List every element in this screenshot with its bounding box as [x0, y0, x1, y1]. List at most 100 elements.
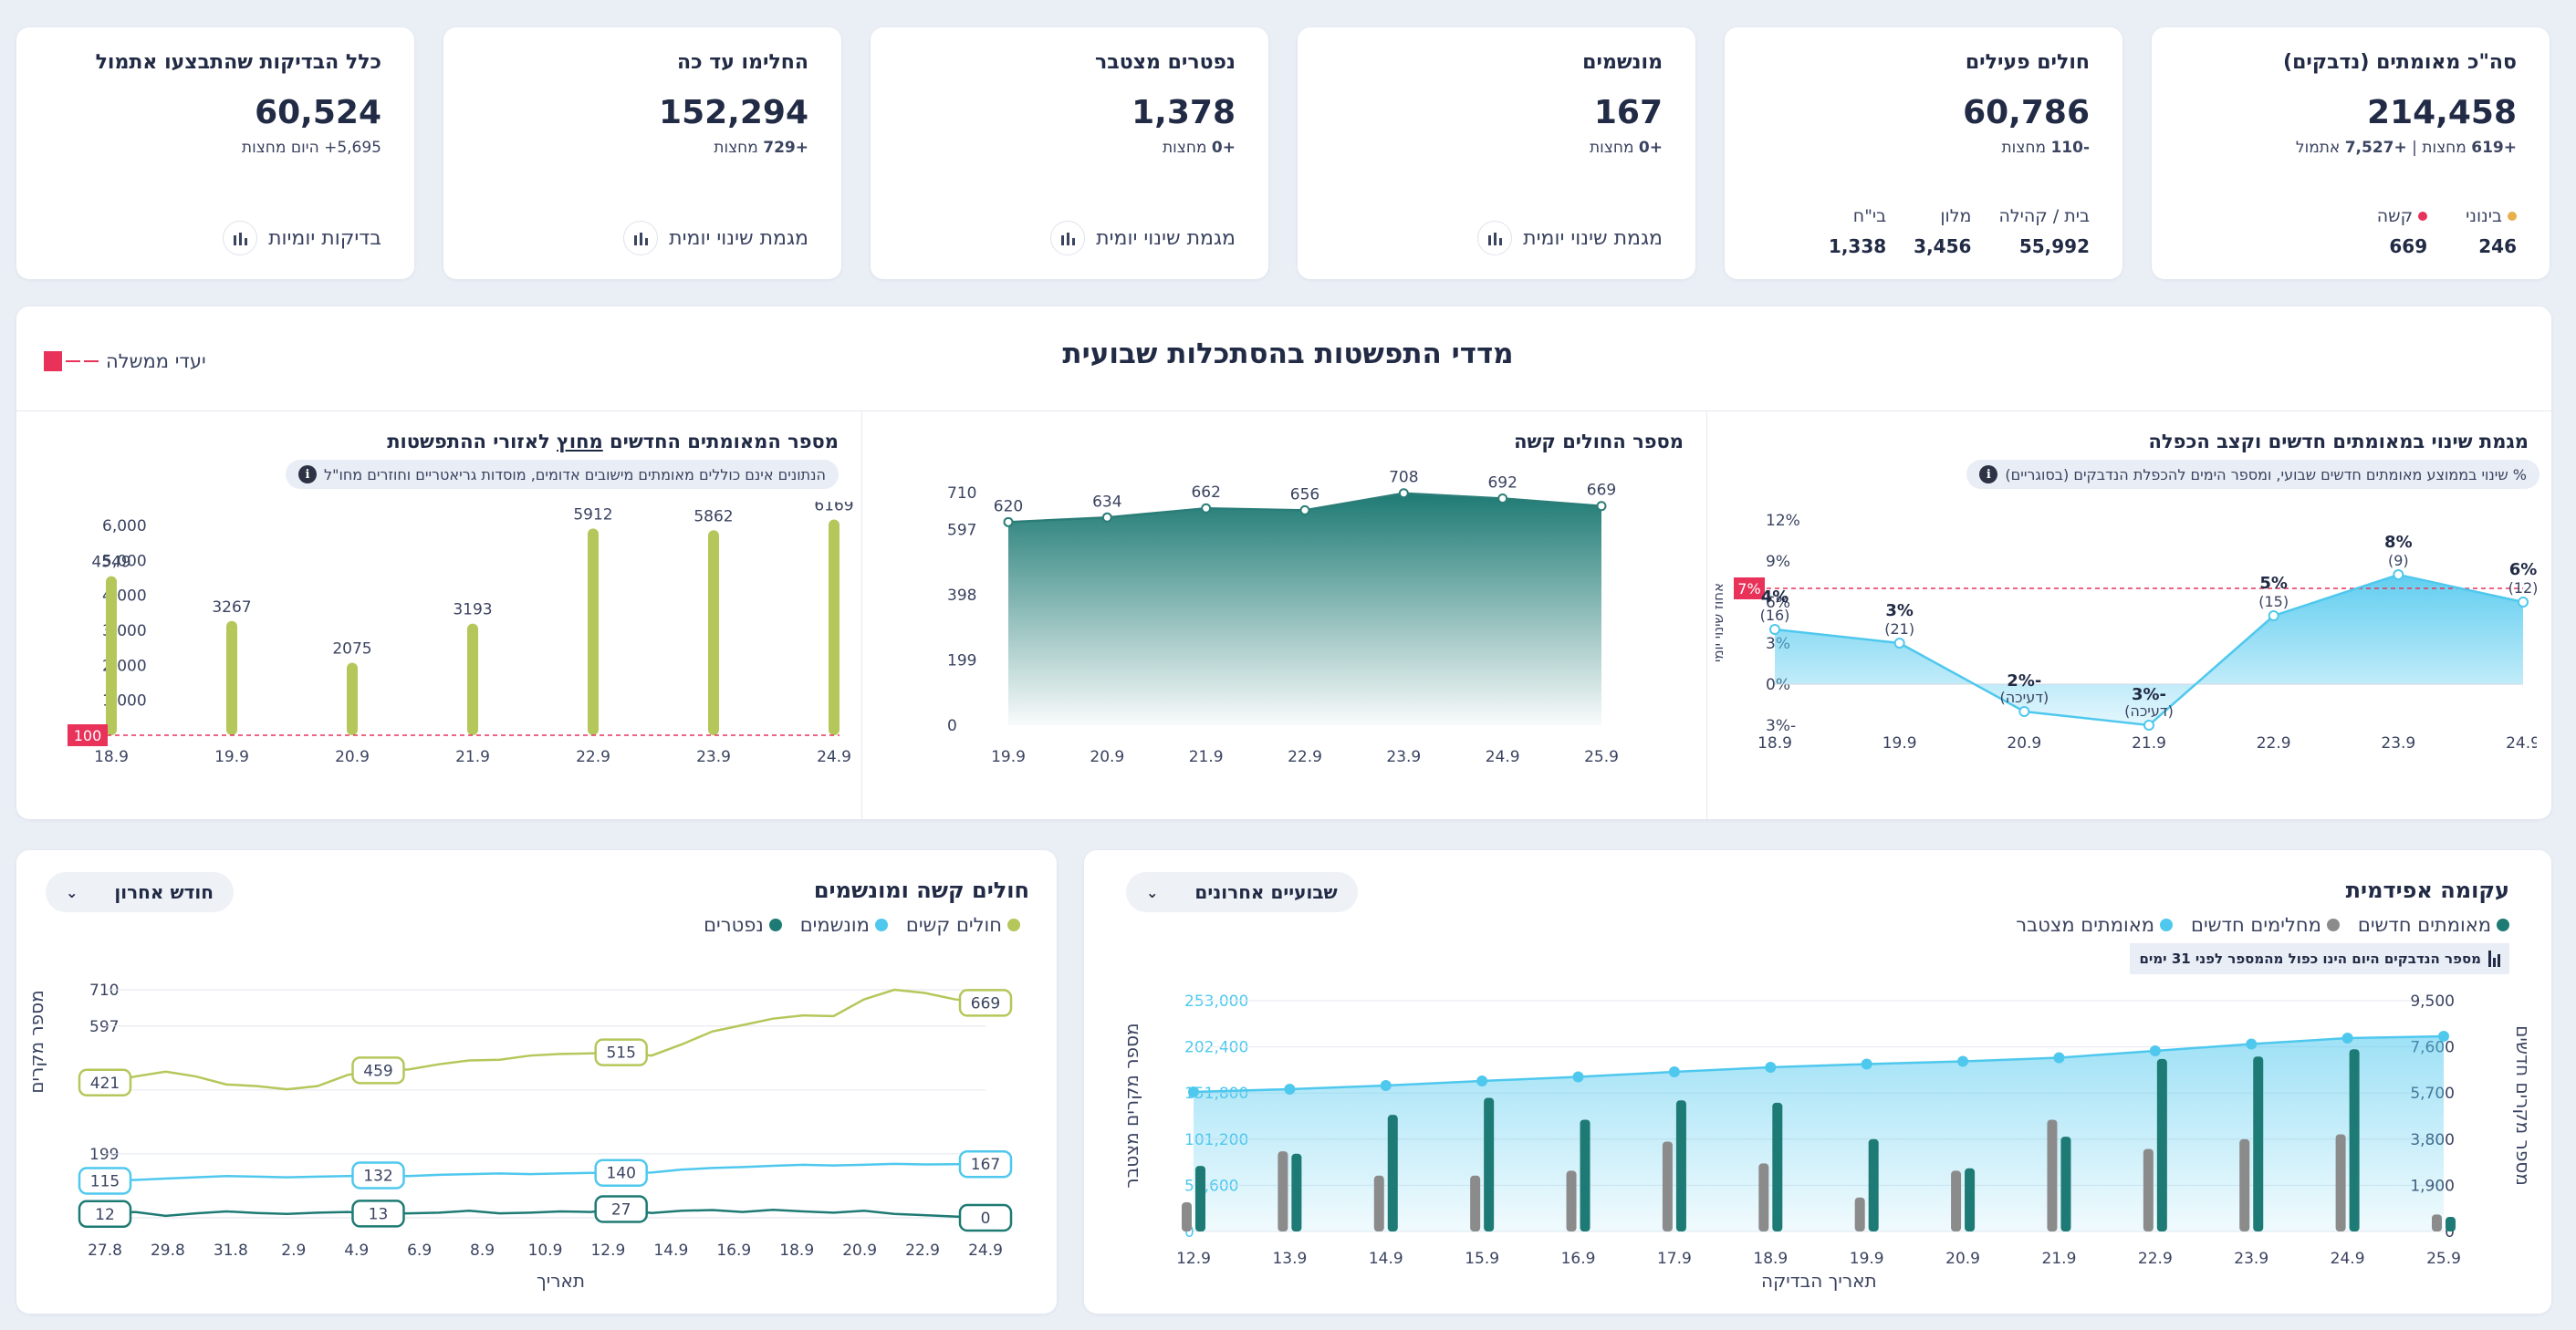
kpi-recovered: החלימו עד כה 152,294 +729 מחצות מגמת שינ…	[443, 27, 841, 279]
daily-trend-button[interactable]: מגמת שינוי יומית	[1477, 221, 1663, 255]
kpi-sub: +0 מחצות	[1162, 139, 1236, 157]
legend-item[interactable]: מונשמים	[800, 914, 888, 936]
x-tick-label: 4.9	[344, 1242, 369, 1260]
bar	[226, 620, 237, 735]
recovered-bar	[2432, 1214, 2442, 1231]
data-point	[2438, 1031, 2449, 1042]
x-tick-label: 18.9	[779, 1242, 814, 1260]
data-point	[1398, 488, 1409, 499]
value-badge	[958, 1149, 1013, 1179]
data-point	[2149, 1045, 2161, 1056]
y-tick-label: 0	[947, 717, 957, 735]
legend-item[interactable]: נפטרים	[704, 914, 782, 936]
y-tick-label: 6%	[1766, 594, 1790, 612]
new-cases-bar	[1965, 1168, 1976, 1231]
series-line	[104, 988, 986, 1091]
x-tick-label: 22.9	[576, 748, 610, 766]
period-dropdown[interactable]: שבועיים אחרונים ⌄	[1126, 872, 1358, 912]
x-tick-label: 20.9	[842, 1242, 877, 1260]
x-tick-label: 22.9	[905, 1242, 940, 1260]
epidemic-chart: 253,000202,400151,800101,20050,60009,500…	[1176, 992, 2461, 1268]
kpi-title: כלל הבדיקות שהתבצעו אתמול	[95, 51, 381, 74]
new-cases-bar	[1772, 1102, 1783, 1231]
value-badge-label: 0	[981, 1210, 991, 1228]
daily-trend-button[interactable]: מגמת שינוי יומית	[623, 221, 808, 255]
x-tick-label: 19.9	[991, 748, 1026, 766]
y-tick-label: 597	[947, 522, 976, 540]
outside-chart: 6,0005,0004,0003,0002,0001,000454918.932…	[68, 502, 854, 766]
x-tick-label: 10.9	[528, 1242, 563, 1260]
doubling-label: (21)	[1884, 620, 1914, 638]
gov-target-legend: יעדי ממשלה	[44, 350, 206, 372]
legend-item[interactable]: חולים קשים	[906, 914, 1020, 936]
doubling-label: (9)	[2388, 552, 2409, 569]
data-point	[1476, 1075, 1488, 1086]
target-badge	[1734, 577, 1765, 599]
value-badge	[351, 1200, 405, 1228]
data-point	[2268, 610, 2279, 621]
x-tick-label: 20.9	[1945, 1250, 1980, 1268]
value-badge	[594, 1195, 648, 1223]
doubling-label: (דעיכה)	[1999, 689, 2049, 706]
new-cases-bar	[1675, 1100, 1686, 1231]
divider	[861, 410, 862, 819]
kpi-sub: +0 מחצות	[1589, 139, 1663, 157]
x-tick-label: 25.9	[1584, 748, 1619, 766]
new-cases-bar	[1868, 1138, 1879, 1231]
daily-tests-button[interactable]: בדיקות יומיות	[223, 221, 381, 255]
kpi-sub: 5,695+ היום מחצות	[241, 139, 381, 157]
x-tick-label: 23.9	[696, 748, 731, 766]
doubling-label: (12)	[2508, 579, 2537, 597]
value-badge	[351, 1161, 405, 1190]
data-label: 5%	[2259, 574, 2288, 593]
divider	[1706, 410, 1707, 819]
daily-trend-button[interactable]: מגמת שינוי יומית	[1050, 221, 1236, 255]
data-label: 656	[1290, 485, 1319, 504]
y-tick-left-label: 253,000	[1184, 992, 1248, 1011]
x-tick-label: 20.9	[2007, 734, 2041, 753]
data-label: 5912	[573, 505, 612, 524]
new-cases-bar	[1484, 1097, 1495, 1231]
info-icon[interactable]: i	[1979, 465, 1998, 483]
bar-chart-icon	[623, 221, 659, 255]
info-icon[interactable]: i	[298, 465, 317, 483]
bar-chart-icon	[1477, 221, 1513, 255]
doubling-note: מספר הנדבקים היום הינו כפול מהמספר לפני …	[2130, 943, 2509, 974]
period-dropdown[interactable]: חודש אחרון ⌄	[46, 872, 234, 912]
series-line	[104, 1208, 986, 1220]
x-tick-label: 22.9	[2138, 1250, 2173, 1268]
new-cases-bar	[2060, 1137, 2071, 1231]
recovered-bar	[1373, 1175, 1384, 1231]
x-tick-label: 25.9	[2426, 1250, 2461, 1268]
data-point	[1769, 624, 1780, 635]
legend-item[interactable]: מחלימים חדשים	[2191, 914, 2340, 936]
data-point	[1893, 638, 1905, 649]
x-tick-label: 8.9	[470, 1242, 495, 1260]
x-tick-label: 22.9	[2257, 734, 2291, 753]
data-point	[1299, 504, 1310, 515]
data-label: 662	[1191, 483, 1220, 502]
x-tick-label: 21.9	[1189, 748, 1224, 766]
x-tick-label: 21.9	[2042, 1250, 2077, 1268]
x-tick-label: 2.9	[281, 1242, 306, 1260]
data-label: 3193	[453, 601, 492, 619]
legend-item[interactable]: מאומתים מצטבר	[2016, 914, 2174, 936]
y-tick-label: 5,000	[102, 552, 147, 570]
change-chart-info: % שינוי בממוצע מאומתים חדשים שבועי, ומספ…	[1966, 460, 2539, 489]
kpi-value: 60,524	[255, 94, 381, 131]
x-tick-label: 12.9	[590, 1242, 625, 1260]
kpi-value: 167	[1593, 94, 1663, 131]
kpi-breakdown: בינוני 246 קשה 669	[2376, 206, 2517, 257]
legend-item[interactable]: מאומתים חדשים	[2358, 914, 2509, 936]
data-label: 5862	[694, 507, 733, 525]
severe-vent-chart: 710597398199027.829.831.82.94.96.98.910.…	[78, 982, 1013, 1260]
value-badge-label: 13	[369, 1205, 389, 1223]
value-badge-label: 669	[971, 994, 1000, 1013]
x-tick-label: 6.9	[407, 1242, 432, 1260]
gray-dot-icon	[2326, 919, 2340, 931]
y-tick-label: 710	[947, 484, 976, 503]
kpi-title: חולים פעילים	[1965, 51, 2090, 74]
value-badge	[78, 1068, 132, 1097]
data-point	[2143, 720, 2154, 731]
x-tick-label: 20.9	[1090, 748, 1124, 766]
